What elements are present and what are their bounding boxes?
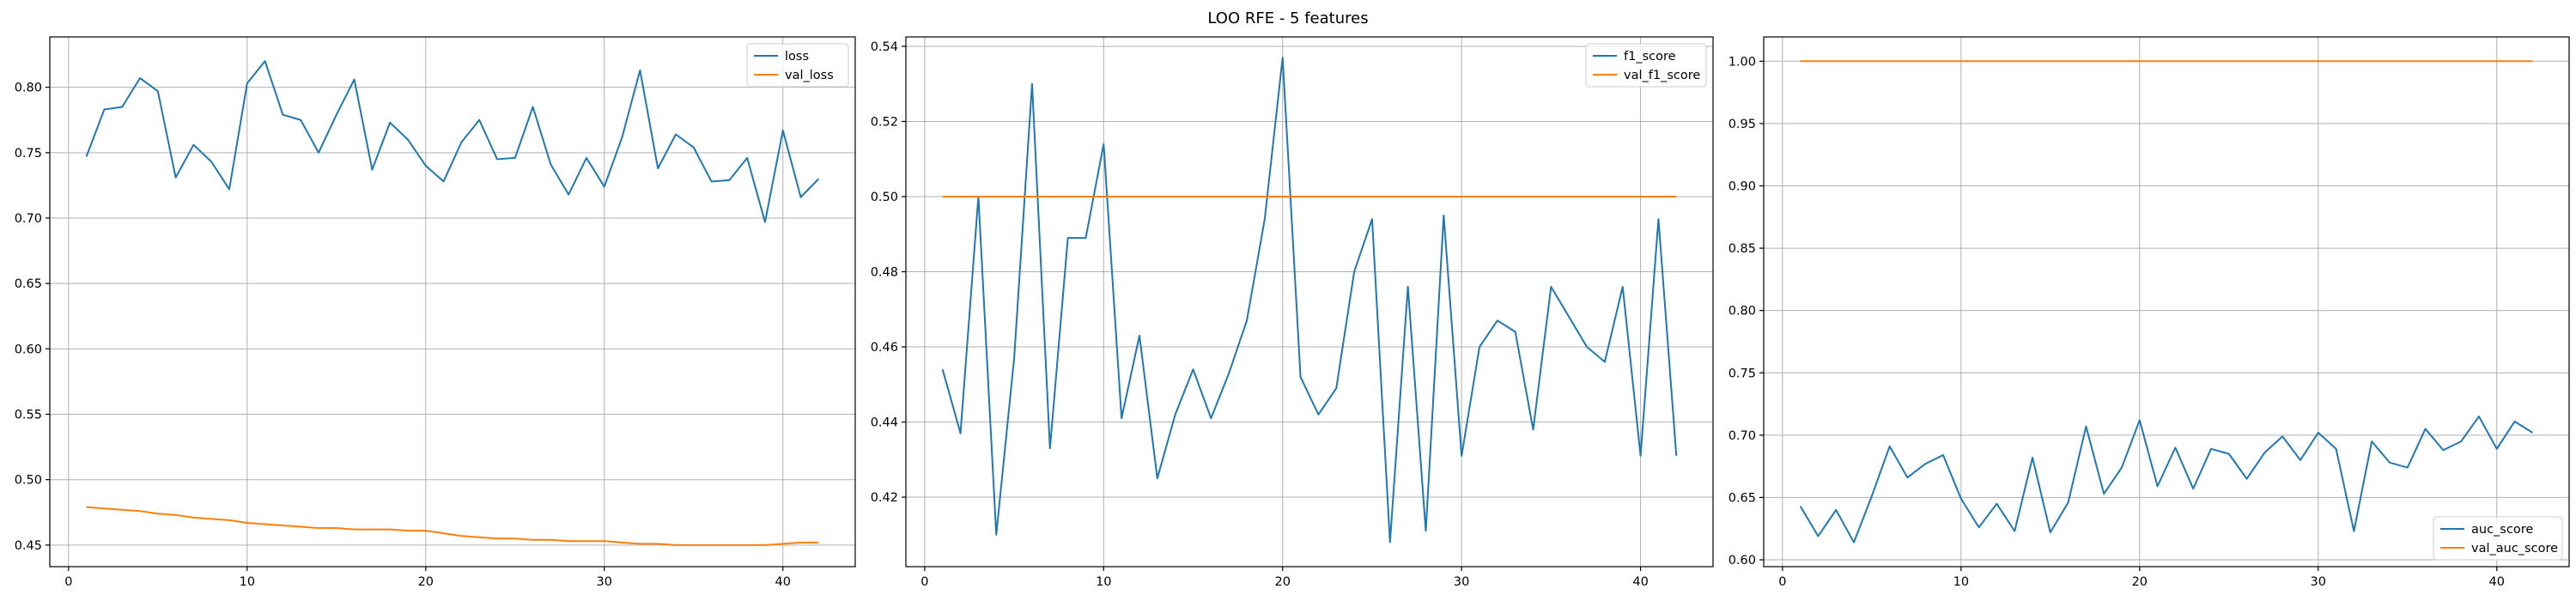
x-tick-label: 40 xyxy=(1632,575,1648,589)
y-tick-label: 0.60 xyxy=(15,343,42,356)
y-tick-label: 0.75 xyxy=(1728,367,1756,380)
x-tick-label: 40 xyxy=(775,575,791,589)
x-tick-label: 0 xyxy=(1778,575,1786,589)
legend-label-loss: loss xyxy=(785,50,809,64)
plot-frame xyxy=(49,36,856,568)
x-tick-label: 30 xyxy=(2311,575,2326,589)
y-tick-label: 0.65 xyxy=(15,277,42,291)
x-tick-label: 20 xyxy=(418,575,434,589)
x-tick-label: 30 xyxy=(597,575,612,589)
y-tick-label: 0.90 xyxy=(1728,179,1756,193)
x-tick-label: 20 xyxy=(1275,575,1291,589)
plot-frame xyxy=(905,36,1714,568)
chart-panel-3: 0 10 20 30 40 0.60 0.65 0.70 0.75 0.80 0.85 0.90 0.9… xyxy=(1728,36,2570,589)
y-tick-label: 0.75 xyxy=(15,147,42,161)
y-tick-label: 0.70 xyxy=(1728,429,1756,443)
legend-label-f1_score: f1_score xyxy=(1624,50,1676,64)
x-tick-label: 10 xyxy=(240,575,255,589)
series-line-loss xyxy=(85,60,820,223)
x-tick-label: 20 xyxy=(2132,575,2148,589)
y-tick-label: 0.45 xyxy=(15,539,42,553)
y-tick-label: 0.48 xyxy=(871,265,898,279)
y-tick-label: 0.65 xyxy=(1728,491,1756,505)
legend-box xyxy=(1585,43,1707,88)
series-line-f1_score xyxy=(941,57,1678,543)
legend-label-auc_score: auc_score xyxy=(2471,523,2533,537)
legend-label-val_auc_score: val_auc_score xyxy=(2471,542,2558,555)
y-tick-label: 0.55 xyxy=(15,409,42,422)
y-tick-label: 0.80 xyxy=(1728,305,1756,319)
y-tick-label: 0.85 xyxy=(1728,242,1756,256)
legend-label-val_loss: val_loss xyxy=(785,69,834,82)
y-tick-label: 0.60 xyxy=(1728,554,1756,568)
y-tick-label: 1.00 xyxy=(1728,55,1756,69)
y-tick-label: 0.46 xyxy=(871,341,898,355)
chart-panel-2: 0 10 20 30 40 0.42 0.44 0.46 0.48 0.50 0.52 0.54 f1_… xyxy=(871,36,1714,589)
y-tick-label: 0.80 xyxy=(15,82,42,95)
y-tick-label: 0.42 xyxy=(871,491,898,505)
x-tick-label: 40 xyxy=(2489,575,2505,589)
y-tick-label: 0.50 xyxy=(15,474,42,488)
legend-box xyxy=(746,43,849,88)
y-tick-label: 0.54 xyxy=(871,40,898,54)
legend-label-val_f1_score: val_f1_score xyxy=(1624,69,1700,82)
x-tick-label: 0 xyxy=(64,575,72,589)
legend: auc_score val_auc_score xyxy=(2433,516,2563,561)
legend: f1_score val_f1_score xyxy=(1585,43,1707,88)
y-tick-label: 0.70 xyxy=(15,212,42,226)
y-tick-label: 0.52 xyxy=(871,115,898,129)
x-tick-label: 10 xyxy=(1096,575,1111,589)
series-line-auc_score xyxy=(1799,416,2533,543)
plot-frame xyxy=(1763,36,2570,568)
x-tick-label: 0 xyxy=(920,575,928,589)
chart-panel-1: 0 10 20 30 40 0.45 0.50 0.55 0.60 0.65 0.70 0.75 0.8… xyxy=(15,36,856,589)
x-tick-label: 30 xyxy=(1454,575,1469,589)
series-line-val_loss xyxy=(86,506,819,546)
x-tick-label: 10 xyxy=(1953,575,1969,589)
figure-title: LOO RFE - 5 features xyxy=(1207,9,1368,27)
y-tick-label: 0.50 xyxy=(871,191,898,204)
y-tick-label: 0.95 xyxy=(1728,118,1756,131)
y-tick-label: 0.44 xyxy=(871,416,898,430)
legend: loss val_loss xyxy=(746,43,849,88)
legend-box xyxy=(2433,516,2563,561)
